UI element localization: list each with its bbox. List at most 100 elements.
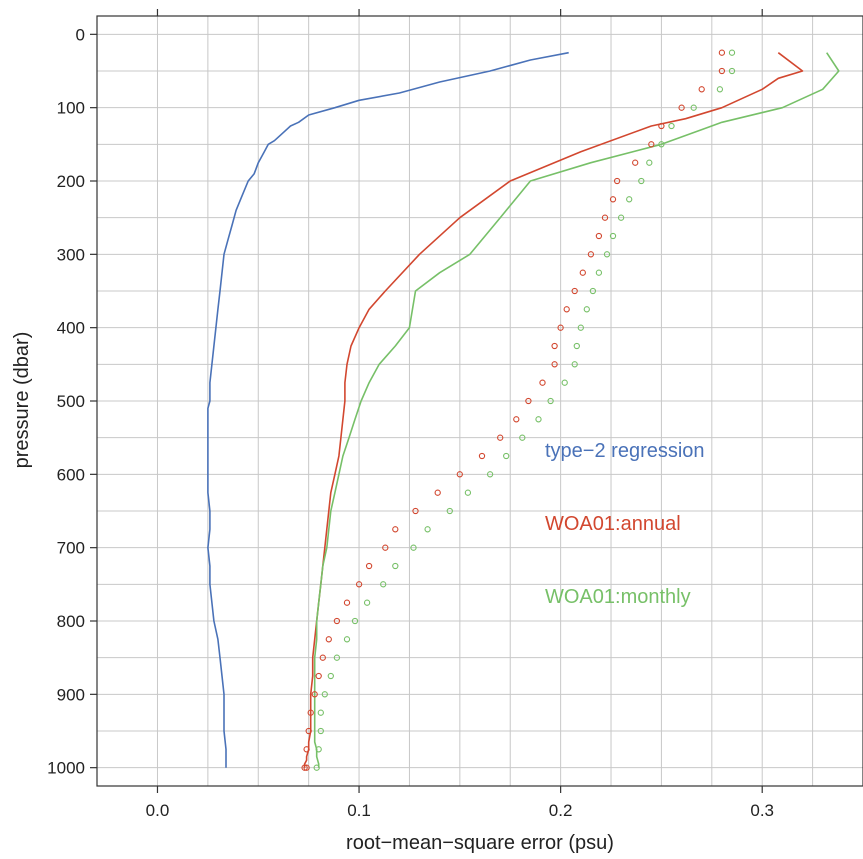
data-point-woa01-annual bbox=[434, 489, 441, 496]
data-point-woa01-monthly bbox=[728, 49, 736, 56]
data-point-woa01-monthly bbox=[321, 691, 328, 698]
x-tick-label: 0.3 bbox=[750, 801, 774, 820]
data-point-woa01-annual bbox=[319, 654, 326, 661]
data-point-woa01-annual bbox=[579, 269, 586, 276]
y-tick-label: 800 bbox=[57, 612, 85, 631]
data-point-woa01-annual bbox=[718, 67, 726, 75]
data-point-woa01-annual bbox=[333, 617, 341, 625]
y-tick-label: 400 bbox=[57, 319, 85, 338]
tick-labels: 0.0 0.1 0.2 0.3 0 100 200 300 400 500 600 700 800 900… bbox=[47, 25, 774, 820]
data-point-woa01-annual bbox=[305, 727, 312, 735]
data-point-woa01-monthly bbox=[315, 746, 322, 753]
data-point-woa01-monthly bbox=[464, 489, 472, 496]
data-point-woa01-monthly bbox=[333, 654, 341, 661]
data-point-woa01-annual bbox=[609, 196, 617, 203]
data-point-woa01-monthly bbox=[561, 379, 568, 386]
y-tick-label: 200 bbox=[57, 172, 85, 191]
data-point-woa01-annual bbox=[551, 361, 558, 368]
data-point-woa01-annual bbox=[497, 434, 504, 441]
data-point-woa01-annual bbox=[571, 287, 578, 295]
y-tick-label: 1000 bbox=[47, 759, 85, 778]
grid-lines bbox=[97, 16, 863, 786]
data-point-woa01-annual bbox=[343, 599, 351, 606]
data-point-woa01-monthly bbox=[609, 232, 617, 240]
series-line-type-2-regression bbox=[207, 51, 569, 768]
data-point-woa01-monthly bbox=[603, 251, 611, 258]
data-point-woa01-annual bbox=[301, 764, 308, 771]
data-point-woa01-annual bbox=[595, 232, 603, 240]
data-point-woa01-monthly bbox=[392, 562, 399, 570]
series-points-woa01-annual bbox=[301, 49, 726, 771]
data-point-woa01-monthly bbox=[617, 214, 625, 221]
data-point-woa01-monthly bbox=[519, 434, 526, 441]
data-point-woa01-annual bbox=[513, 416, 520, 423]
data-point-woa01-monthly bbox=[380, 581, 387, 588]
data-point-woa01-annual bbox=[412, 507, 419, 515]
series-points-woa01-monthly bbox=[313, 49, 736, 771]
data-point-woa01-monthly bbox=[547, 397, 554, 405]
data-point-woa01-annual bbox=[601, 214, 609, 221]
data-point-woa01-monthly bbox=[716, 86, 724, 93]
y-axis-title: pressure (dbar) bbox=[11, 332, 33, 469]
data-point-woa01-annual bbox=[478, 452, 486, 460]
data-point-woa01-annual bbox=[563, 306, 570, 313]
data-point-woa01-annual bbox=[658, 122, 665, 130]
data-point-woa01-monthly bbox=[410, 544, 417, 551]
series-layer bbox=[207, 49, 840, 771]
data-point-woa01-monthly bbox=[424, 526, 431, 533]
data-point-woa01-monthly bbox=[658, 141, 665, 148]
data-point-woa01-annual bbox=[355, 581, 363, 588]
y-tick-label: 900 bbox=[57, 685, 85, 704]
x-axis-title: root−mean−square error (psu) bbox=[346, 832, 614, 854]
data-point-woa01-monthly bbox=[535, 416, 542, 423]
data-point-woa01-monthly bbox=[446, 507, 453, 515]
y-tick-label: 0 bbox=[76, 25, 85, 44]
data-point-woa01-monthly bbox=[583, 306, 590, 313]
data-point-woa01-monthly bbox=[646, 159, 653, 166]
data-point-woa01-annual bbox=[315, 672, 322, 680]
data-point-woa01-monthly bbox=[595, 269, 603, 276]
data-point-woa01-monthly bbox=[638, 177, 645, 185]
data-point-woa01-annual bbox=[648, 141, 655, 148]
data-point-woa01-annual bbox=[551, 342, 558, 350]
data-point-woa01-annual bbox=[307, 709, 314, 716]
data-point-woa01-annual bbox=[678, 104, 685, 111]
data-point-woa01-monthly bbox=[343, 636, 351, 643]
data-point-woa01-annual bbox=[456, 471, 463, 478]
data-point-woa01-annual bbox=[698, 86, 705, 93]
data-point-woa01-monthly bbox=[351, 617, 359, 625]
x-tick-label: 0.0 bbox=[146, 801, 170, 820]
x-tick-label: 0.2 bbox=[549, 801, 573, 820]
data-point-woa01-monthly bbox=[573, 342, 580, 350]
data-point-woa01-annual bbox=[365, 562, 373, 570]
data-point-woa01-monthly bbox=[317, 727, 324, 735]
data-point-woa01-annual bbox=[718, 49, 726, 56]
data-point-woa01-monthly bbox=[626, 196, 633, 203]
data-point-woa01-monthly bbox=[577, 324, 584, 331]
y-tick-label: 100 bbox=[57, 99, 85, 118]
series-line-woa01-annual bbox=[303, 52, 804, 768]
data-point-woa01-monthly bbox=[503, 452, 510, 460]
data-point-woa01-monthly bbox=[327, 672, 334, 680]
annotation-woa01-annual: WOA01:annual bbox=[545, 513, 681, 535]
data-point-woa01-monthly bbox=[313, 764, 320, 771]
data-point-woa01-monthly bbox=[589, 287, 597, 295]
y-tick-label: 700 bbox=[57, 539, 85, 558]
data-point-woa01-annual bbox=[525, 397, 532, 405]
data-point-woa01-annual bbox=[392, 526, 399, 533]
data-point-woa01-annual bbox=[311, 691, 318, 698]
y-tick-label: 600 bbox=[57, 465, 85, 484]
data-point-woa01-annual bbox=[303, 746, 310, 753]
data-point-woa01-monthly bbox=[690, 104, 697, 111]
data-point-woa01-monthly bbox=[571, 361, 578, 368]
y-tick-label: 300 bbox=[57, 245, 85, 264]
ticks bbox=[90, 9, 763, 793]
annotation-type2-regression: type−2 regression bbox=[545, 440, 705, 462]
data-point-woa01-monthly bbox=[668, 122, 675, 130]
data-point-woa01-annual bbox=[587, 251, 595, 258]
data-point-woa01-monthly bbox=[317, 709, 324, 716]
annotation-woa01-monthly: WOA01:monthly bbox=[545, 586, 691, 608]
data-point-woa01-annual bbox=[632, 159, 639, 166]
data-point-woa01-monthly bbox=[486, 471, 494, 478]
